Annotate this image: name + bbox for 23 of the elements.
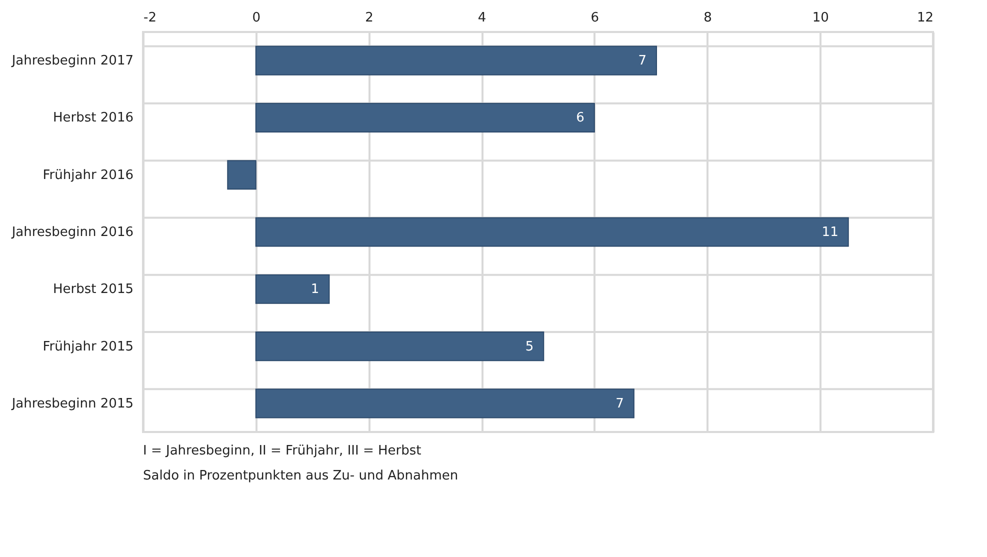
x-tick-label: 4 <box>478 10 486 26</box>
data-label: 6 <box>576 110 584 126</box>
data-label: 1 <box>310 282 320 298</box>
x-tick-label: 2 <box>365 10 374 26</box>
x-tick-label: 6 <box>590 10 600 26</box>
text: Saldo in Prozentpunkten aus Zu- und Abnahmen <box>143 468 458 484</box>
data-label: 5 <box>525 339 534 354</box>
x-tick-label: -2 <box>144 10 156 26</box>
data-label: 7 <box>616 396 624 412</box>
y-tick-label: Frühjahr 2015 <box>42 339 134 354</box>
y-tick-label: Jahresbeginn 2017 <box>10 54 134 69</box>
x-tick-label: 10 <box>812 10 829 26</box>
data-label: 7 <box>638 54 646 69</box>
data-label: 11 <box>822 225 838 240</box>
y-tick-label: Herbst 2015 <box>53 282 134 298</box>
x-tick-label: 12 <box>916 10 934 26</box>
y-tick-label: Herbst 2016 <box>53 110 134 126</box>
x-tick-label: 0 <box>252 10 260 26</box>
x-tick-label: 8 <box>704 10 712 26</box>
y-tick-label: Jahresbeginn 2015 <box>10 396 134 412</box>
y-tick-label: Frühjahr 2016 <box>42 168 134 183</box>
text: I = Jahresbeginn, II = Frühjahr, III = Herbst <box>143 444 422 458</box>
y-tick-label: Jahresbeginn 2016 <box>10 225 134 240</box>
